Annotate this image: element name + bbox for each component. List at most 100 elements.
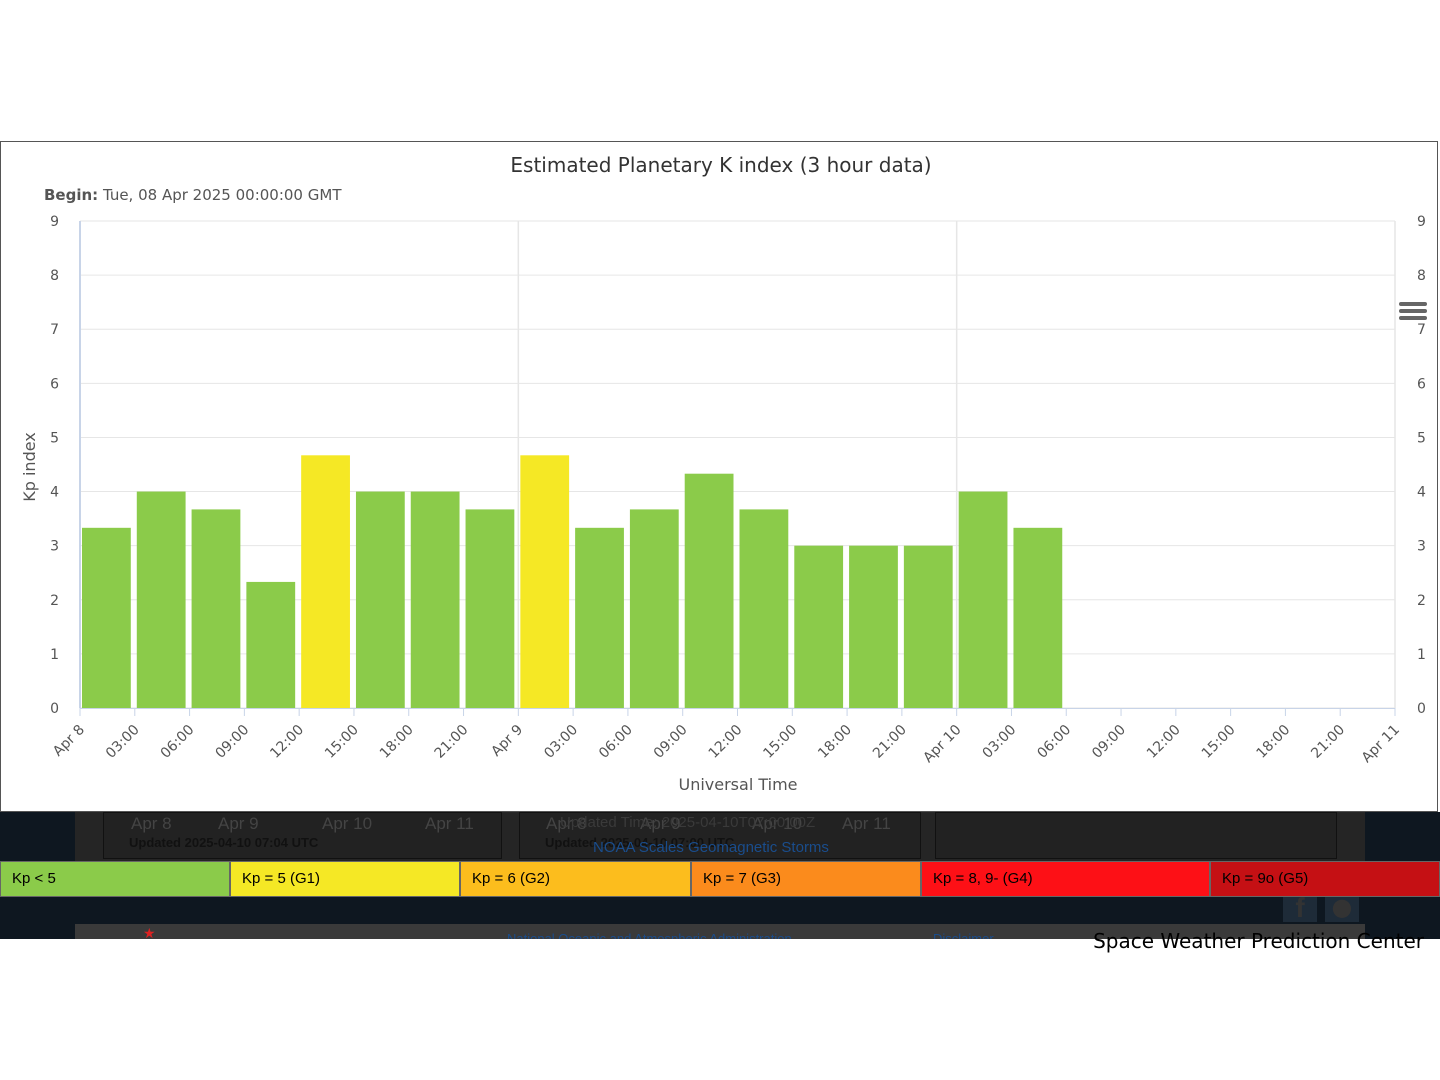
y-tick-label: 3 (50, 539, 59, 555)
y-tick-label-right: 5 (1417, 430, 1426, 446)
x-tick-label: 03:00 (541, 722, 581, 762)
kp-bar (136, 491, 186, 708)
bg-tick: Apr 10 (752, 814, 803, 833)
bg-tick: Apr 9 (218, 814, 259, 833)
noaa-scales-link[interactable]: NOAA Scales Geomagnetic Storms (593, 839, 829, 856)
kp-legend-bar: Kp < 5 Kp = 5 (G1) Kp = 6 (G2) Kp = 7 (G… (0, 861, 1440, 897)
begin-value: Tue, 08 Apr 2025 00:00:00 GMT (98, 186, 342, 204)
kp-bar (465, 509, 515, 708)
x-tick-label: Apr 9 (488, 722, 526, 760)
x-tick-label: 09:00 (212, 722, 252, 762)
x-tick-label: 09:00 (1089, 722, 1129, 762)
legend-kp-g3: Kp = 7 (G3) (691, 861, 921, 897)
background-page: Apr 8 Apr 9 Apr 10 Apr 11 Updated 2025-0… (0, 812, 1440, 939)
legend-kp-g5: Kp = 9o (G5) (1210, 861, 1440, 897)
legend-kp-g4: Kp = 8, 9- (G4) (921, 861, 1210, 897)
x-tick-label: 06:00 (596, 722, 636, 762)
y-tick-label: 0 (50, 701, 59, 717)
x-tick-label: 18:00 (815, 722, 855, 762)
kp-bar (1013, 527, 1063, 708)
kp-bar (739, 509, 789, 708)
bg-tick: Apr 8 (546, 814, 587, 833)
bg-tick: Apr 9 (640, 814, 681, 833)
bg-tick: Apr 8 (131, 814, 172, 833)
kp-bar (794, 545, 844, 708)
bg-updated-mid: Updated 2025-04-10 07:00 UTC (545, 835, 735, 850)
x-tick-label: 15:00 (1199, 722, 1239, 762)
kp-chart-svg: Estimated Planetary K index (3 hour data… (20, 153, 1426, 794)
x-tick-label: Apr 11 (1359, 722, 1403, 766)
bg-widget-left (103, 812, 502, 859)
y-tick-label-right: 2 (1417, 593, 1426, 609)
y-tick-label: 5 (50, 430, 59, 446)
x-tick-label: 21:00 (1308, 722, 1348, 762)
kp-bar (849, 545, 898, 708)
y-tick-label-right: 3 (1417, 539, 1426, 555)
bg-footer (75, 924, 1365, 939)
kp-bar (903, 545, 953, 708)
y-tick-label-right: 9 (1417, 214, 1426, 230)
chart-title: Estimated Planetary K index (3 hour data… (510, 153, 931, 177)
bg-tick: Apr 11 (842, 814, 891, 833)
y-tick-label-right: 6 (1417, 376, 1426, 392)
x-tick-label: 12:00 (706, 722, 746, 762)
x-tick-label: 09:00 (651, 722, 691, 762)
x-tick-label: 03:00 (103, 722, 143, 762)
begin-label: Begin: (44, 186, 98, 204)
bg-widget-right (935, 812, 1337, 859)
hamburger-menu-icon[interactable] (1399, 302, 1427, 324)
footer-disclaimer-link[interactable]: Disclaimer (933, 931, 994, 939)
bg-widget-mid (519, 812, 921, 859)
noaa-star-icon: ★ (143, 926, 156, 939)
x-tick-label: 21:00 (432, 722, 472, 762)
y-tick-label: 9 (50, 214, 59, 230)
x-axis-title: Universal Time (678, 775, 797, 794)
y-tick-label: 2 (50, 593, 59, 609)
kp-bar (82, 527, 131, 708)
kp-bar (410, 491, 460, 708)
begin-line: Begin: Tue, 08 Apr 2025 00:00:00 GMT (44, 186, 342, 204)
y-tick-label: 4 (50, 485, 59, 501)
kp-bar (684, 473, 734, 708)
x-tick-label: 12:00 (267, 722, 307, 762)
footer-noaa-link[interactable]: National Oceanic and Atmospheric Adminis… (507, 931, 792, 939)
kp-bar (520, 455, 570, 708)
chart-credit: Space Weather Prediction Center (1093, 929, 1424, 953)
x-tick-label: 15:00 (760, 722, 800, 762)
y-axis-title: Kp index (20, 432, 39, 502)
bars (82, 455, 1063, 708)
kp-bar (355, 491, 405, 708)
y-tick-label-right: 0 (1417, 701, 1426, 717)
y-tick-label: 1 (50, 647, 59, 663)
kp-bar (191, 509, 241, 708)
bg-tick: Apr 10 (322, 814, 373, 833)
bg-tick: Apr 11 (425, 814, 474, 833)
kp-bar (246, 581, 296, 708)
x-tick-label: 21:00 (870, 722, 910, 762)
chart-panel: Estimated Planetary K index (3 hour data… (0, 141, 1438, 953)
legend-kp-g1: Kp = 5 (G1) (230, 861, 460, 897)
bg-updated-left: Updated 2025-04-10 07:04 UTC (129, 835, 319, 850)
kp-bar (301, 455, 350, 708)
x-tick-label: 18:00 (1254, 722, 1294, 762)
y-tick-label-right: 1 (1417, 647, 1426, 663)
x-tick-label: 06:00 (158, 722, 198, 762)
y-tick-label-right: 7 (1417, 322, 1426, 338)
y-tick-label: 8 (50, 268, 59, 284)
x-tick-label: Apr 8 (50, 722, 88, 760)
x-tick-label: 03:00 (980, 722, 1020, 762)
kp-bar (958, 491, 1008, 708)
kp-bar (629, 509, 679, 708)
legend-kp-g2: Kp = 6 (G2) (460, 861, 691, 897)
y-tick-label-right: 8 (1417, 268, 1426, 284)
y-tick-label-right: 4 (1417, 485, 1426, 501)
x-tick-label: 12:00 (1144, 722, 1184, 762)
bg-overlap-text: Updated Time: 2025-04-10T07:00:00Z (560, 814, 816, 831)
x-tick-label: 06:00 (1034, 722, 1074, 762)
x-tick-label: Apr 10 (920, 722, 964, 766)
kp-bar (575, 527, 624, 708)
y-tick-label: 6 (50, 376, 59, 392)
legend-kp-lt5: Kp < 5 (0, 861, 230, 897)
y-tick-label: 7 (50, 322, 59, 338)
x-tick-label: 15:00 (322, 722, 362, 762)
